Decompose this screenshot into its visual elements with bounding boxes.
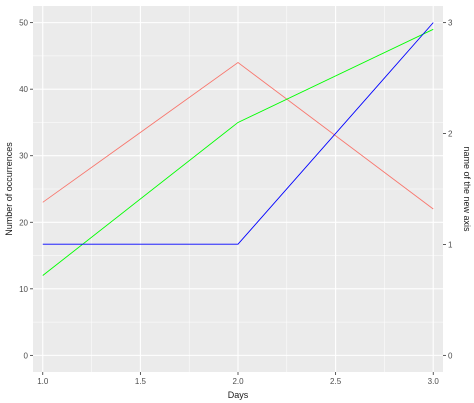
y2-tick-label: 2: [448, 130, 453, 139]
y-tick-label: 30: [19, 152, 28, 161]
secondary-y-axis-title: name of the new axis: [462, 146, 472, 232]
right-axis: 0 1 2 3: [443, 19, 453, 360]
x-tick-label: 2.0: [232, 377, 244, 386]
x-tick-label: 2.5: [330, 377, 342, 386]
y-tick-label: 0: [24, 351, 29, 360]
y-tick-label: 20: [19, 218, 28, 227]
x-tick-label: 1.5: [135, 377, 147, 386]
y2-tick-label: 3: [448, 19, 453, 28]
x-axis-title: Days: [228, 390, 249, 400]
bottom-axis: 1.0 1.5 2.0 2.5 3.0: [37, 372, 439, 386]
series-line-3: [42, 22, 434, 245]
y-tick-label: 40: [19, 85, 28, 94]
x-tick-label: 3.0: [428, 377, 440, 386]
y-tick-label: 50: [19, 19, 28, 28]
left-axis: 0 10 20 30 40 50: [19, 19, 33, 360]
series-line-1: [42, 62, 434, 210]
x-tick-label: 1.0: [37, 377, 49, 386]
series-lines: [42, 22, 434, 276]
series-line-2: [42, 28, 434, 276]
y-tick-label: 10: [19, 285, 28, 294]
y2-tick-label: 0: [448, 351, 453, 360]
y-axis-title: Number of occurrences: [4, 142, 14, 236]
y2-tick-label: 1: [448, 240, 453, 249]
